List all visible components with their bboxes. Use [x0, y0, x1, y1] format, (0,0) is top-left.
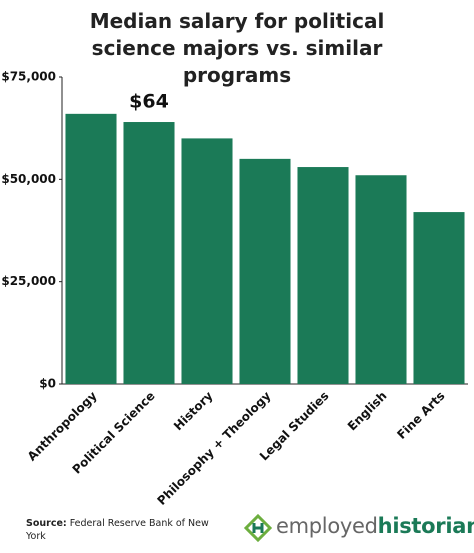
bar: [181, 138, 233, 384]
x-tick-label: English: [345, 389, 390, 434]
logo: employedhistorian: [276, 514, 474, 538]
logo-icon: [243, 513, 273, 543]
logo-part: historian: [377, 514, 474, 538]
bar: [65, 113, 117, 384]
logo-part: employed: [276, 514, 378, 538]
y-tick-label: $0: [39, 377, 56, 391]
y-tick-label: $75,000: [1, 70, 56, 84]
bar: [297, 167, 349, 384]
value-label: $64: [129, 91, 169, 113]
x-tick-label: Fine Arts: [394, 389, 447, 442]
source-text: Federal Reserve Bank of New York: [26, 518, 209, 542]
chart-title: Median salary for political science majo…: [89, 9, 385, 87]
bar: [239, 158, 291, 384]
x-tick-label: History: [171, 389, 216, 434]
y-tick-label: $25,000: [1, 274, 56, 288]
bar: [123, 122, 175, 384]
x-tick-label: Philosophy + Theology: [154, 389, 273, 508]
bar: [413, 212, 465, 384]
source-note: Source: Federal Reserve Bank of New York: [26, 517, 216, 543]
source-label: Source:: [26, 518, 67, 529]
bar: [355, 175, 407, 384]
y-tick-label: $50,000: [1, 172, 56, 186]
